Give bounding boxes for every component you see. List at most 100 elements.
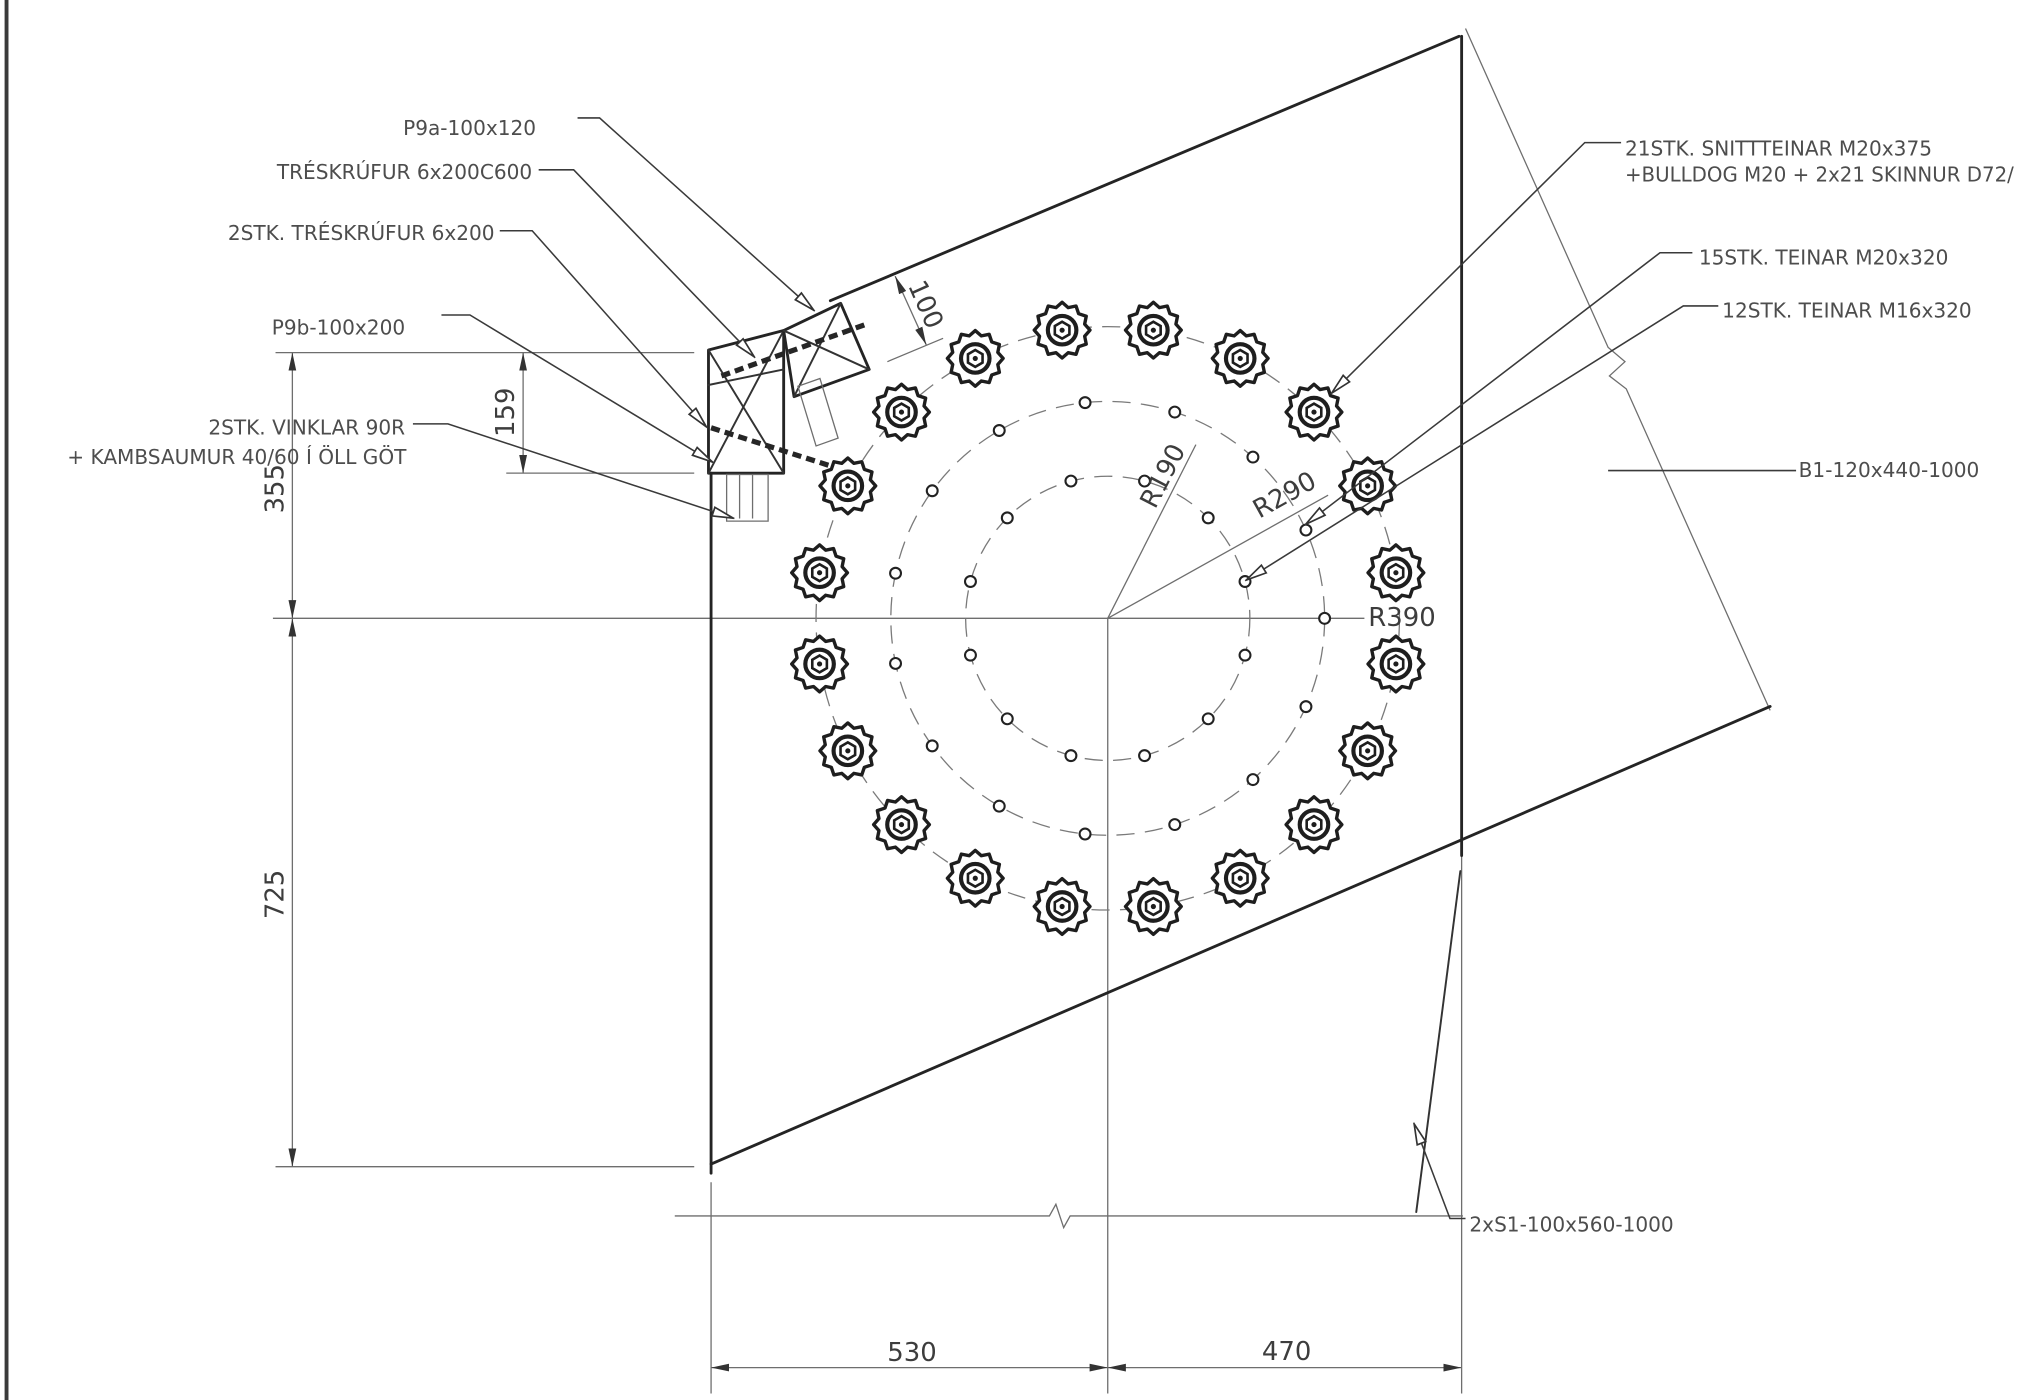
rod-center	[1365, 748, 1371, 754]
threaded-rod-bolt	[871, 795, 932, 855]
leader-teinar-m16	[1244, 305, 1719, 582]
rod-hole-r290	[1299, 523, 1313, 537]
rod-hole-r290	[1246, 450, 1260, 464]
rod-hole-r290	[925, 484, 939, 498]
label-snittteinar: 21STK. SNITTTEINAR M20x375	[1625, 137, 1932, 161]
p9a-cross-1	[782, 329, 871, 371]
break-line-beam-end	[1464, 28, 1771, 711]
rod-center	[1311, 821, 1317, 828]
rod-hole-r290	[1299, 700, 1313, 714]
rod-hole-r190	[1201, 511, 1215, 525]
bolt-rings	[790, 300, 1426, 937]
rod-hole-r190	[963, 648, 977, 662]
dim-line-100	[894, 275, 927, 346]
wood-screw-upper	[720, 321, 868, 379]
extension-line-100	[887, 337, 944, 363]
dimension-lines	[288, 275, 1462, 1372]
rod-hole-r290	[925, 739, 939, 753]
rod-hole-r290	[889, 656, 903, 670]
reference-lines	[272, 28, 1771, 1394]
rod-center	[816, 570, 823, 576]
rod-center	[1059, 903, 1065, 910]
beam-bottom-edge	[709, 705, 1772, 1166]
threaded-rod-bolt	[1284, 795, 1344, 855]
rod-hole-r290	[1246, 773, 1260, 787]
leader-p9b	[441, 314, 715, 464]
label-s1: 2xS1-100x560-1000	[1469, 1212, 1673, 1236]
rod-hole-r190	[1238, 648, 1252, 662]
threaded-rod-bolt	[1123, 300, 1183, 360]
rod-center	[1393, 570, 1399, 576]
threaded-rod-bolt	[1338, 721, 1398, 781]
rod-hole-r190	[1064, 474, 1078, 488]
label-p9a: P9a-100x120	[403, 116, 536, 140]
p9b-cross-1	[707, 349, 785, 475]
bolt-circle-r390	[815, 325, 1401, 911]
radius-text-r390: R390	[1368, 603, 1435, 633]
leader-snittteinar	[1330, 141, 1622, 395]
label-vinklar: 2STK. VINKLAR 90R	[208, 415, 405, 439]
rod-center	[898, 821, 905, 828]
leader-treskrufur-c600	[538, 169, 756, 359]
rod-hole-r290	[1168, 405, 1182, 419]
leader-vinklar	[412, 423, 735, 520]
rod-hole-r290	[1078, 827, 1092, 841]
rod-center	[1393, 661, 1399, 667]
leader-treskrufur-2stk	[499, 229, 708, 429]
radius-line-r190	[1107, 444, 1197, 619]
label-treskrufur-c600: TRÉSKRÚFUR 6x200C600	[276, 160, 532, 184]
rod-center	[845, 483, 851, 489]
rod-hole-r290	[992, 799, 1006, 813]
threaded-rod-bolt	[790, 634, 850, 694]
p9a-cross-2	[793, 302, 842, 398]
dim-text-470: 470	[1262, 1337, 1311, 1367]
threaded-rod-bolt	[1210, 848, 1270, 908]
rod-center	[1237, 875, 1243, 881]
radius-text-r290: R290	[1248, 466, 1322, 525]
rod-center	[1150, 327, 1156, 333]
rod-hole-r190	[1138, 474, 1152, 488]
threaded-rod-bolt	[1123, 876, 1183, 937]
sheet-border	[4, 0, 9, 1400]
rod-center	[1311, 409, 1317, 415]
threaded-rod-bolt	[818, 456, 878, 516]
threaded-rod-bolt	[1366, 634, 1426, 694]
rod-hole-r190	[1000, 712, 1014, 726]
beam-top-edge	[828, 34, 1461, 303]
p9b-cross-2	[707, 329, 785, 475]
label-bulldog: +BULLDOG M20 + 2x21 SKINNUR D72/	[1625, 162, 2014, 186]
threaded-rod-bolt	[790, 543, 850, 603]
radius-lines	[1107, 444, 1329, 619]
angle-bracket-upper	[797, 377, 839, 447]
label-b1: B1-120x440-1000	[1799, 458, 1980, 482]
dim-text-530: 530	[887, 1338, 936, 1368]
rod-center	[972, 355, 978, 362]
rod-hole-r290	[1168, 818, 1182, 832]
threaded-rod-bolt	[1032, 876, 1092, 937]
rod-center	[1365, 483, 1371, 489]
threaded-rod-bolt	[871, 382, 932, 442]
label-treskrufur-2stk: 2STK. TRÉSKRÚFUR 6x200	[228, 221, 495, 245]
label-p9b: P9b-100x200	[272, 315, 405, 339]
rod-center	[898, 409, 905, 415]
break-line-horizontal	[674, 1202, 1463, 1230]
rod-center	[1237, 355, 1243, 362]
column-s1-edge	[1415, 870, 1462, 1214]
threaded-rod-bolt	[818, 721, 878, 781]
dim-text-725: 725	[260, 870, 290, 919]
rod-hole-r190	[963, 575, 977, 588]
threaded-rod-bolt	[1210, 328, 1270, 388]
rod-hole-r190	[1000, 511, 1014, 525]
rod-center	[816, 661, 823, 667]
rod-hole-r290	[1078, 396, 1092, 410]
angle-bracket-lower	[725, 473, 769, 522]
label-teinar-m20: 15STK. TEINAR M20x320	[1699, 245, 1949, 269]
label-kambsaumur: + KAMBSAUMUR 40/60 Í ÖLL GÖT	[67, 445, 407, 469]
structure-outline	[709, 34, 1772, 1214]
bolt-circle-r190	[964, 475, 1251, 762]
rod-hole-r290	[889, 566, 903, 580]
dim-text-355: 355	[260, 464, 290, 513]
rod-center	[972, 875, 978, 881]
rod-center	[845, 748, 851, 754]
